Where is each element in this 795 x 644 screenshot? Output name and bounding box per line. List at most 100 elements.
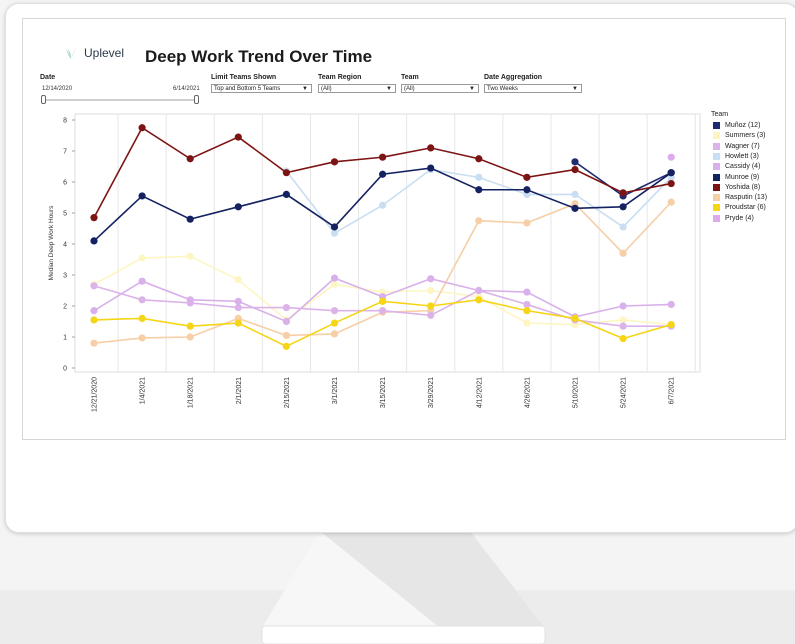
y-tick-label: 7 bbox=[63, 149, 67, 156]
legend-swatch bbox=[713, 214, 720, 222]
legend-swatch bbox=[713, 194, 720, 202]
legend-item[interactable]: Howlett (3) bbox=[713, 152, 759, 160]
y-axis-label: Median Deep Work Hours bbox=[48, 205, 55, 280]
legend-item[interactable]: Summers (3) bbox=[713, 132, 766, 140]
legend-item[interactable]: Muñoz (12) bbox=[713, 122, 760, 129]
data-point bbox=[619, 334, 627, 343]
x-tick-label: 3/29/2021 bbox=[428, 377, 435, 408]
data-point bbox=[475, 286, 483, 295]
data-point bbox=[427, 164, 435, 172]
x-tick-label: 3/1/2021 bbox=[332, 377, 339, 404]
data-point bbox=[379, 297, 387, 305]
data-point bbox=[330, 280, 339, 288]
x-tick-label: 2/1/2021 bbox=[236, 377, 243, 404]
y-tick-label: 8 bbox=[63, 118, 67, 125]
data-point bbox=[619, 302, 627, 310]
legend-swatch bbox=[713, 132, 720, 140]
data-point bbox=[667, 198, 675, 206]
legend-label: Proudstar (6) bbox=[725, 204, 766, 212]
data-point bbox=[523, 307, 531, 315]
data-point bbox=[667, 321, 675, 329]
data-point bbox=[619, 316, 627, 324]
data-point bbox=[90, 282, 98, 290]
legend-swatch bbox=[713, 152, 720, 160]
legend-item[interactable]: Cassidy (4) bbox=[713, 163, 760, 171]
data-point bbox=[138, 277, 146, 285]
team-label: Team bbox=[401, 74, 419, 81]
x-tick-label: 5/10/2021 bbox=[573, 377, 580, 408]
date-aggregation-value: Two Weeks bbox=[487, 86, 518, 92]
date-slider-start-handle[interactable] bbox=[41, 95, 46, 104]
legend-item[interactable]: Pryde (4) bbox=[713, 214, 754, 222]
legend-label: Howlett (3) bbox=[725, 152, 759, 160]
data-point bbox=[234, 133, 242, 141]
stand-base bbox=[261, 625, 546, 644]
data-point bbox=[234, 303, 242, 312]
data-point bbox=[90, 339, 98, 347]
legend-item[interactable]: Proudstar (6) bbox=[713, 204, 766, 212]
data-point bbox=[330, 223, 339, 231]
data-point bbox=[330, 307, 339, 315]
legend-item[interactable]: Munroe (9) bbox=[713, 173, 760, 181]
plot-area bbox=[74, 113, 701, 373]
data-point bbox=[523, 219, 531, 227]
data-point bbox=[523, 186, 531, 194]
legend-item[interactable]: Wagner (7) bbox=[713, 142, 760, 150]
data-point bbox=[619, 223, 627, 231]
brand-name: Uplevel bbox=[84, 46, 125, 60]
team-region-dropdown[interactable]: (All) ▼ bbox=[318, 84, 396, 93]
chevron-down-icon: ▼ bbox=[386, 86, 392, 92]
date-start-value: 12/14/2020 bbox=[42, 86, 73, 92]
chevron-down-icon: ▼ bbox=[302, 86, 308, 92]
x-tick-label: 6/7/2021 bbox=[669, 377, 676, 404]
legend-item[interactable]: Yoshida (8) bbox=[713, 183, 760, 191]
date-slider-end-handle[interactable] bbox=[194, 95, 199, 104]
team-dropdown[interactable]: (All) ▼ bbox=[401, 84, 479, 93]
data-point bbox=[186, 215, 194, 223]
y-tick-label: 5 bbox=[63, 211, 67, 218]
data-point bbox=[619, 249, 627, 257]
data-point bbox=[234, 203, 242, 211]
legend-label: Summers (3) bbox=[725, 132, 766, 140]
data-point bbox=[90, 237, 98, 245]
team-value: (All) bbox=[404, 86, 415, 92]
data-point bbox=[571, 166, 579, 174]
data-point bbox=[475, 155, 483, 163]
data-point bbox=[379, 307, 387, 315]
data-point bbox=[138, 254, 146, 262]
legend-swatch bbox=[713, 183, 720, 191]
page-title: Deep Work Trend Over Time bbox=[145, 47, 373, 66]
x-tick-label: 1/4/2021 bbox=[140, 377, 147, 404]
data-point bbox=[234, 297, 242, 305]
legend-title: Team bbox=[711, 111, 729, 118]
legend-swatch bbox=[713, 163, 720, 171]
data-point bbox=[619, 203, 627, 211]
date-range-slider[interactable] bbox=[44, 99, 197, 101]
data-point bbox=[282, 342, 290, 350]
legend-swatch bbox=[713, 142, 720, 150]
data-point bbox=[282, 331, 290, 340]
data-point bbox=[379, 170, 387, 178]
data-point bbox=[619, 322, 627, 330]
limit-teams-dropdown[interactable]: Top and Bottom 5 Teams ▼ bbox=[211, 84, 312, 93]
y-tick-label: 4 bbox=[63, 242, 67, 249]
data-point bbox=[475, 217, 483, 225]
limit-teams-label: Limit Teams Shown bbox=[211, 74, 277, 81]
legend-label: Muñoz (12) bbox=[725, 122, 761, 129]
y-tick-label: 2 bbox=[63, 304, 67, 311]
legend-label: Munroe (9) bbox=[725, 173, 760, 181]
legend-item[interactable]: Rasputin (13) bbox=[713, 194, 768, 202]
y-tick-label: 1 bbox=[63, 335, 67, 342]
data-point bbox=[138, 124, 146, 132]
x-tick-label: 2/15/2021 bbox=[284, 377, 291, 408]
stand-neck-shade bbox=[320, 531, 545, 628]
brand-logo: Uplevel bbox=[64, 46, 124, 60]
data-point bbox=[475, 173, 483, 181]
legend-label: Rasputin (13) bbox=[725, 194, 768, 202]
data-point bbox=[667, 179, 675, 188]
y-tick-label: 6 bbox=[63, 180, 67, 187]
legend-swatch bbox=[713, 204, 720, 212]
date-aggregation-dropdown[interactable]: Two Weeks ▼ bbox=[484, 84, 582, 93]
data-point bbox=[282, 317, 290, 326]
